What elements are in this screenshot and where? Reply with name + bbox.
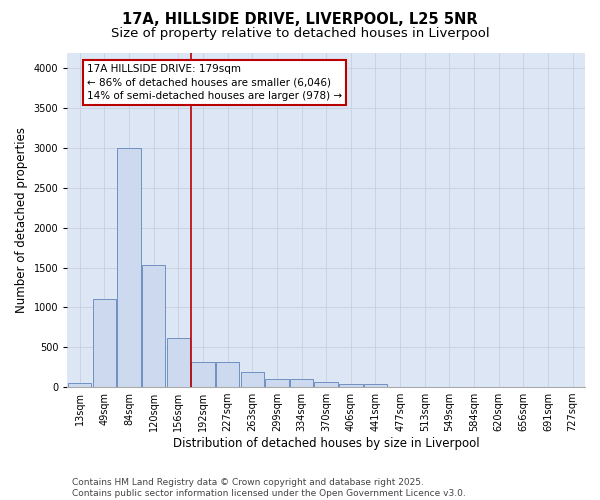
- Text: Size of property relative to detached houses in Liverpool: Size of property relative to detached ho…: [110, 28, 490, 40]
- Bar: [265, 378, 289, 387]
- Bar: [314, 382, 338, 387]
- Text: 17A, HILLSIDE DRIVE, LIVERPOOL, L25 5NR: 17A, HILLSIDE DRIVE, LIVERPOOL, L25 5NR: [122, 12, 478, 28]
- Bar: [117, 148, 140, 387]
- Text: 17A HILLSIDE DRIVE: 179sqm
← 86% of detached houses are smaller (6,046)
14% of s: 17A HILLSIDE DRIVE: 179sqm ← 86% of deta…: [87, 64, 342, 101]
- Y-axis label: Number of detached properties: Number of detached properties: [15, 127, 28, 313]
- Bar: [241, 372, 264, 387]
- Text: Contains HM Land Registry data © Crown copyright and database right 2025.
Contai: Contains HM Land Registry data © Crown c…: [72, 478, 466, 498]
- X-axis label: Distribution of detached houses by size in Liverpool: Distribution of detached houses by size …: [173, 437, 479, 450]
- Bar: [68, 382, 91, 387]
- Bar: [167, 338, 190, 387]
- Bar: [364, 384, 387, 387]
- Bar: [142, 265, 166, 387]
- Bar: [290, 379, 313, 387]
- Bar: [191, 362, 215, 387]
- Bar: [339, 384, 362, 387]
- Bar: [216, 362, 239, 387]
- Bar: [92, 300, 116, 387]
